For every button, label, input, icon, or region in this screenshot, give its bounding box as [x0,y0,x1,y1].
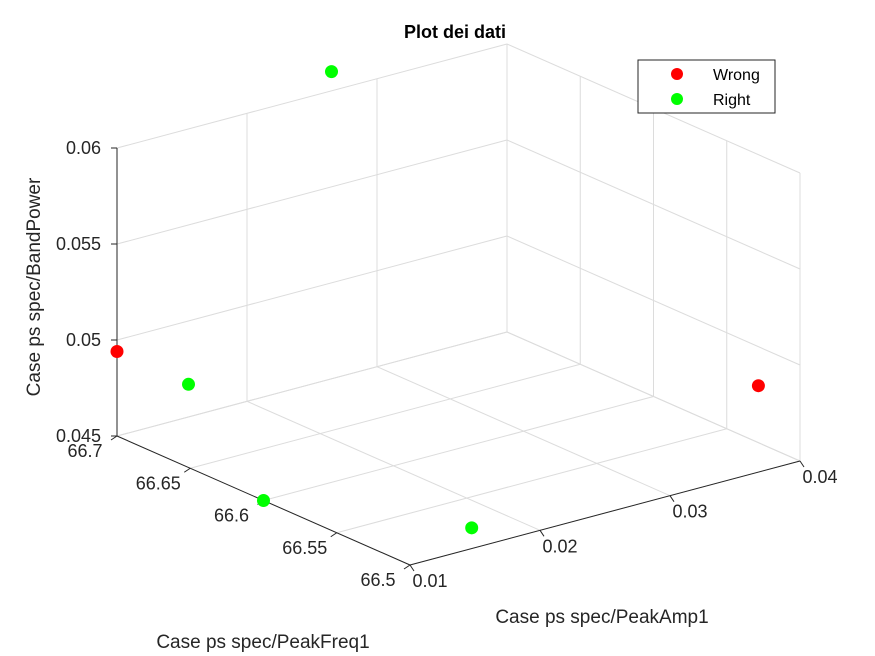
data-point-wrong [110,345,124,359]
y-tick-mark [110,435,118,441]
grid-line [116,43,508,149]
axes-grid [116,43,801,566]
grid-line [263,396,654,501]
y-axis-label: Case ps spec/PeakFreq1 [156,632,369,653]
chart-title: Plot dei dati [404,22,506,42]
legend-label-right: Right [713,92,751,109]
grid-line [190,363,581,469]
y-tick-label: 66.65 [136,473,181,493]
grid-line [116,331,508,437]
x-tick-label: 0.01 [412,571,447,591]
x-axis-line [409,460,801,566]
y-tick-mark [183,467,191,473]
y-tick-label: 66.6 [214,506,249,526]
x-tick-mark [409,564,415,572]
x-tick-label: 0.04 [802,467,837,487]
legend-marker-right [671,93,683,105]
x-tick-mark [539,530,545,537]
grid-line [506,139,801,270]
z-tick-label: 0.045 [56,426,101,446]
legend[interactable]: Wrong Right [637,59,776,114]
z-axis-label: Case ps spec/BandPower [24,177,45,396]
x-tick-label: 0.02 [542,536,577,556]
data-point-right [325,65,338,79]
legend-label-wrong: Wrong [713,67,760,84]
legend-box [637,59,776,114]
data-point-right [465,521,479,535]
data-point-right [182,377,195,391]
y-tick-mark [403,564,411,570]
x-tick-mark [669,495,675,502]
y-tick-label: 66.55 [282,538,327,558]
y-tick-label: 66.7 [67,441,102,461]
y-tick-label: 66.5 [360,570,395,590]
data-point-right [257,494,270,507]
grid-line [506,235,801,366]
legend-marker-wrong [671,68,683,80]
z-tick-label: 0.06 [66,138,101,158]
grid-line [116,235,508,341]
grid-line [116,139,508,245]
x-tick-label: 0.03 [672,502,707,522]
x-tick-mark [799,460,805,468]
z-tick-label: 0.05 [66,330,101,350]
data-point-wrong [751,379,765,393]
tick-labels: 0.010.020.030.0466.566.5566.666.6566.70.… [56,138,838,591]
grid-line [506,331,801,462]
grid-line [336,428,727,534]
y-tick-mark [330,532,338,538]
z-tick-label: 0.055 [56,234,101,254]
x-axis-label: Case ps spec/PeakAmp1 [495,607,708,628]
data-points [110,65,765,535]
